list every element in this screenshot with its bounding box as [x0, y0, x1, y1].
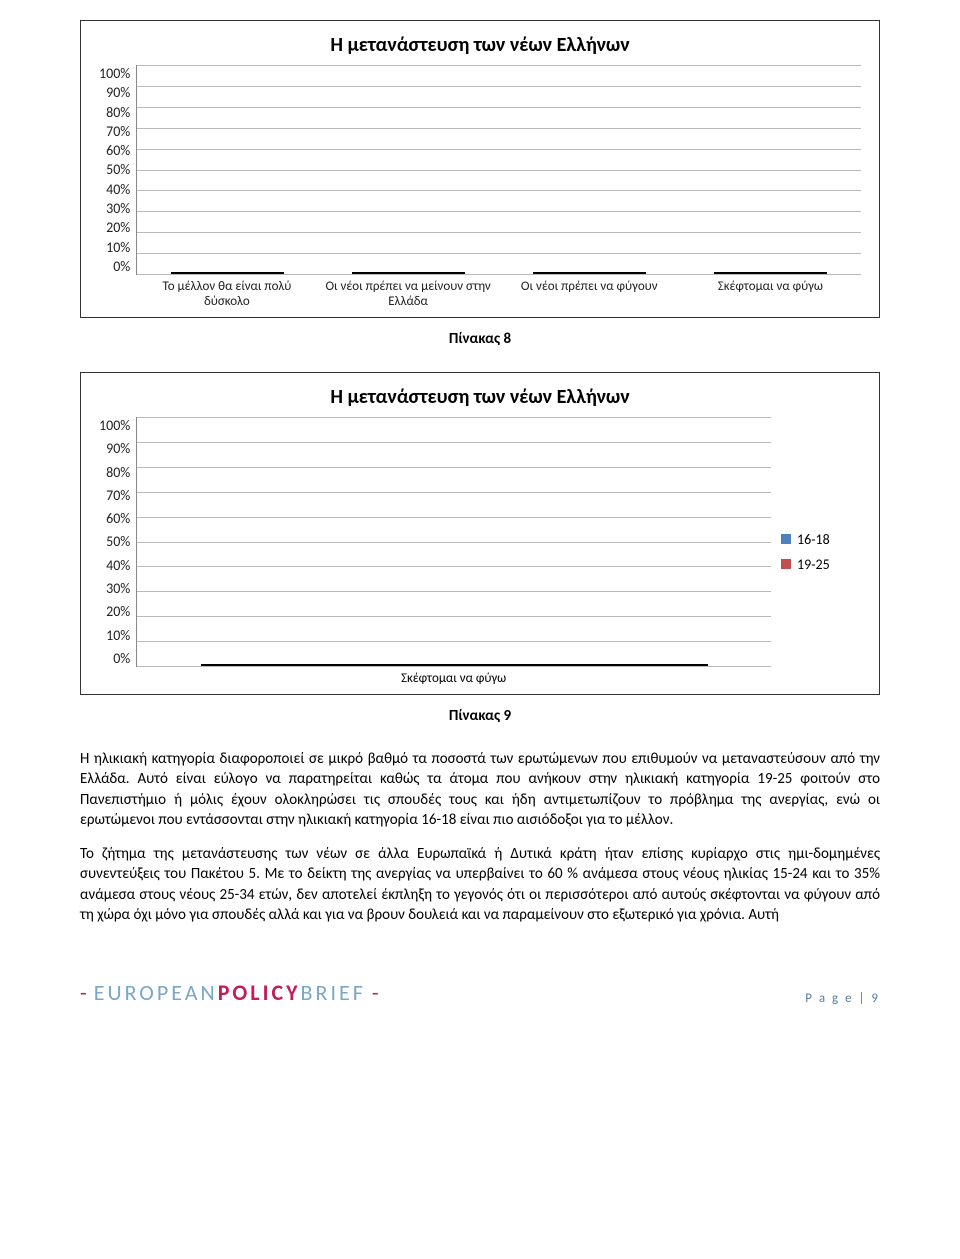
- chart-1-caption: Πίνακας 8: [80, 330, 880, 348]
- chart-2-caption: Πίνακας 9: [80, 707, 880, 725]
- chart-1-x-label: Το μέλλον θα είναι πολύ δύσκολο: [136, 279, 317, 309]
- chart-1-x-label: Σκέφτομαι να φύγω: [680, 279, 861, 309]
- chart-2-bar-series-1: [201, 664, 454, 666]
- page-footer: - EUROPEANPOLICYBRIEF - P a g e | 9: [0, 979, 960, 1026]
- legend-swatch-icon: [781, 559, 791, 569]
- chart-2-x-label: Σκέφτομαι να φύγω: [136, 671, 771, 686]
- footer-dash: -: [366, 979, 380, 1006]
- footer-word-policy: POLICY: [218, 979, 301, 1006]
- chart-1-x-label: Οι νέοι πρέπει να φύγουν: [499, 279, 680, 309]
- chart-1-title: Η μετανάστευση των νέων Ελλήνων: [99, 33, 861, 57]
- legend-label: 16-18: [797, 531, 830, 548]
- body-paragraph: Η ηλικιακή κατηγορία διαφοροποιεί σε μικ…: [80, 749, 880, 830]
- chart-1-x-labels: Το μέλλον θα είναι πολύ δύσκολο Οι νέοι …: [136, 279, 861, 309]
- chart-1-y-axis: 100%90%80%70%60%50%40%30%20%10%0%: [99, 65, 136, 275]
- body-paragraph: Το ζήτημα της μετανάστευσης των νέων σε …: [80, 844, 880, 925]
- legend-label: 19-25: [797, 556, 830, 573]
- footer-page-number: P a g e | 9: [805, 991, 880, 1006]
- chart-1-bar: [352, 272, 465, 274]
- footer-word-brief: BRIEF: [301, 979, 366, 1006]
- chart-1-plot: [136, 65, 861, 275]
- chart-2-legend: 16-18 19-25: [771, 417, 861, 686]
- legend-item: 16-18: [781, 531, 861, 548]
- chart-1-container: Η μετανάστευση των νέων Ελλήνων 100%90%8…: [80, 20, 880, 318]
- footer-word-european: EUROPEAN: [94, 979, 218, 1006]
- chart-1-bar: [714, 272, 827, 274]
- chart-2-container: Η μετανάστευση των νέων Ελλήνων 100%90%8…: [80, 372, 880, 695]
- legend-swatch-icon: [781, 534, 791, 544]
- footer-brand: - EUROPEANPOLICYBRIEF -: [80, 979, 380, 1006]
- chart-2-plot: [136, 417, 771, 667]
- legend-item: 19-25: [781, 556, 861, 573]
- chart-2-y-axis: 100%90%80%70%60%50%40%30%20%10%0%: [99, 417, 136, 667]
- chart-1-x-label: Οι νέοι πρέπει να μείνουν στην Ελλάδα: [317, 279, 498, 309]
- footer-dash: -: [80, 979, 94, 1006]
- chart-1-bar: [533, 272, 646, 274]
- chart-1-bar: [171, 272, 284, 274]
- chart-2-bar-series-2: [454, 664, 707, 666]
- chart-2-title: Η μετανάστευση των νέων Ελλήνων: [99, 385, 861, 409]
